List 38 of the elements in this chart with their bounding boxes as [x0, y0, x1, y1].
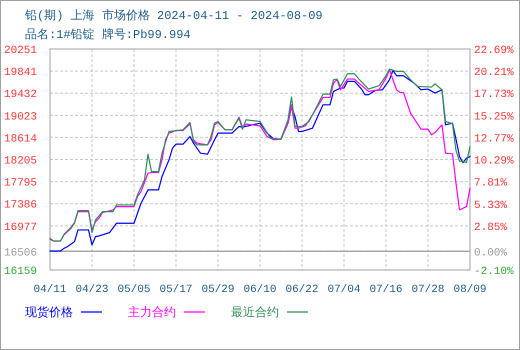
y2-tick-label: 20.21% [474, 67, 514, 80]
y-tick-label: 18205 [4, 156, 38, 168]
x-tick-label: 07/16 [369, 284, 403, 296]
x-tick-label: 05/29 [201, 284, 235, 296]
x-tick-label: 08/09 [453, 284, 487, 296]
x-tick-label: 04/23 [75, 284, 109, 296]
y2-tick-label: -2.10% [474, 266, 514, 278]
y-tick-label: 20251 [4, 45, 38, 57]
x-tick-label: 06/10 [243, 284, 277, 296]
legend-label: 最近合约 [231, 306, 279, 320]
x-tick-label: 05/05 [117, 284, 151, 296]
y-tick-label: 19023 [4, 111, 38, 124]
y-tick-label: 16159 [4, 266, 38, 278]
y2-tick-label: 15.25% [474, 111, 514, 124]
y2-tick-label: 10.29% [474, 156, 514, 168]
y-tick-label: 17386 [4, 200, 38, 212]
y-tick-label: 16506 [4, 247, 38, 260]
chart-title: 铅(期) 上海 市场价格 2024-04-11 - 2024-08-09 [24, 8, 323, 23]
x-tick-label: 06/22 [285, 284, 319, 296]
chart-subtitle: 品名:1#铅锭 牌号:Pb99.994 [25, 28, 191, 42]
legend-label: 现货价格 [25, 306, 73, 320]
y2-tick-label: 17.73% [474, 89, 514, 102]
y2-tick-label: 0.00% [474, 247, 508, 260]
x-tick-label: 05/17 [159, 284, 193, 296]
y2-tick-label: 5.33% [474, 200, 508, 212]
y-tick-label: 18614 [4, 133, 38, 146]
y-tick-label: 17795 [4, 178, 38, 190]
y-tick-label: 19841 [4, 67, 38, 80]
y2-tick-label: 22.69% [474, 45, 514, 57]
y2-tick-label: 2.85% [474, 222, 508, 234]
legend-label: 主力合约 [128, 305, 176, 320]
y2-tick-label: 7.81% [474, 178, 508, 190]
y2-tick-label: 12.77% [474, 133, 514, 146]
y-tick-label: 19432 [4, 89, 38, 102]
x-tick-label: 07/28 [411, 284, 445, 296]
x-tick-label: 07/04 [327, 284, 361, 296]
y-tick-label: 16977 [4, 222, 38, 234]
x-tick-label: 04/11 [33, 284, 67, 296]
